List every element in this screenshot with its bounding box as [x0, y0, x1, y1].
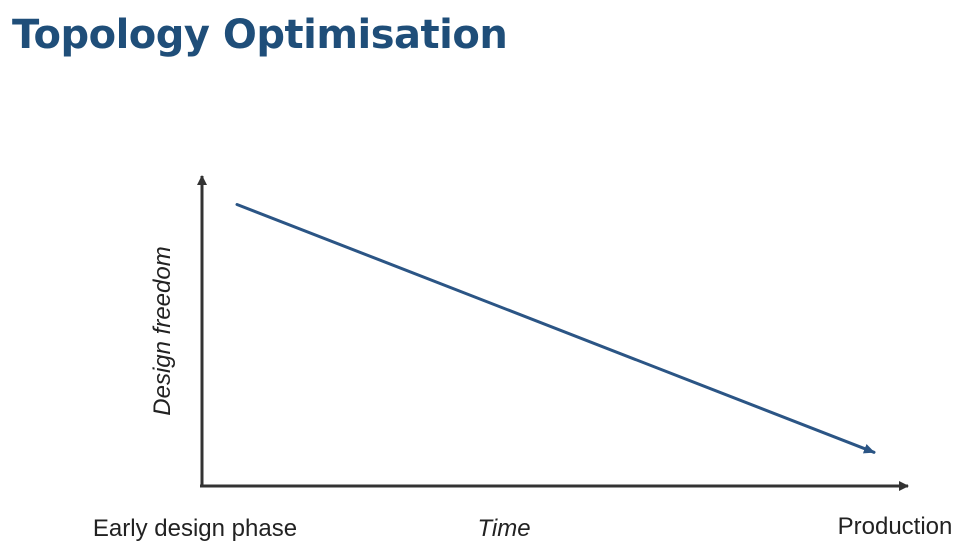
design-freedom-line-0: [235, 203, 876, 454]
x-end-label: Production: [838, 513, 953, 540]
page-title: Topology Optimisation: [12, 12, 508, 58]
x-start-label: Early design phase: [93, 515, 297, 542]
x-axis-label: Time: [477, 515, 530, 542]
y-axis-label: Design freedom: [149, 246, 176, 415]
